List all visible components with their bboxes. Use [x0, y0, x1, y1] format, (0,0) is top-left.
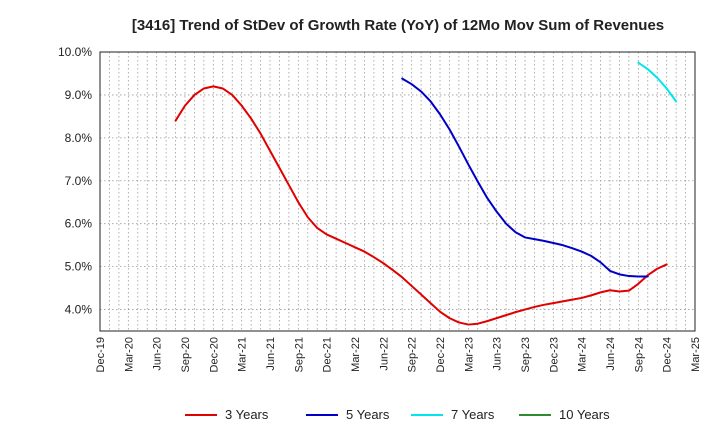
- x-tick-label: Jun-24: [605, 337, 617, 371]
- y-tick-label: 9.0%: [65, 88, 93, 102]
- legend-label: 3 Years: [225, 407, 269, 422]
- x-tick-label: Sep-21: [293, 337, 305, 372]
- grid-layer: [100, 52, 695, 331]
- plot-frame: [99, 51, 696, 332]
- legend-item-10-years: 10 Years: [519, 407, 610, 422]
- x-tick-label: Mar-21: [237, 337, 249, 372]
- series-line-7-years: [637, 61, 678, 103]
- legend-item-7-years: 7 Years: [411, 407, 495, 422]
- chart-title: [3416] Trend of StDev of Growth Rate (Yo…: [132, 17, 664, 34]
- y-axis: 4.0% 5.0% 6.0% 7.0% 8.0% 9.0% 10.0%: [58, 45, 92, 317]
- x-tick-label: Sep-20: [180, 337, 192, 372]
- x-tick-label: Mar-22: [350, 337, 362, 372]
- x-tick-label: Dec-23: [548, 337, 560, 372]
- x-tick-label: Sep-23: [520, 337, 532, 372]
- y-tick-label: 5.0%: [65, 260, 93, 274]
- legend-label: 5 Years: [346, 407, 390, 422]
- x-tick-label: Mar-23: [463, 337, 475, 372]
- legend-item-5-years: 5 Years: [306, 407, 390, 422]
- x-tick-label: Jun-20: [152, 337, 164, 371]
- legend-label: 7 Years: [451, 407, 495, 422]
- x-tick-label: Dec-22: [435, 337, 447, 372]
- x-tick-label: Dec-21: [322, 337, 334, 372]
- x-tick-label: Mar-20: [123, 337, 135, 372]
- series-layer: [174, 61, 678, 326]
- legend-item-3-years: 3 Years: [185, 407, 269, 422]
- x-tick-label: Dec-20: [208, 337, 220, 372]
- legend: 3 Years 5 Years 7 Years 10 Years: [185, 407, 610, 422]
- y-tick-label: 6.0%: [65, 217, 93, 231]
- y-tick-label: 7.0%: [65, 174, 93, 188]
- y-tick-label: 8.0%: [65, 131, 93, 145]
- x-tick-label: Mar-24: [577, 337, 589, 372]
- x-tick-label: Mar-25: [690, 337, 702, 372]
- series-line-3-years: [174, 85, 668, 326]
- y-tick-label: 10.0%: [58, 45, 92, 59]
- x-tick-label: Sep-22: [407, 337, 419, 372]
- x-axis: Dec-19 Mar-20 Jun-20 Sep-20 Dec-20 Mar-21 Jun-…: [95, 337, 702, 372]
- x-tick-label: Jun-22: [378, 337, 390, 371]
- x-tick-label: Dec-19: [95, 337, 107, 372]
- x-tick-label: Jun-23: [492, 337, 504, 371]
- series-line-5-years: [401, 77, 649, 278]
- x-tick-label: Jun-21: [265, 337, 277, 371]
- x-tick-label: Sep-24: [633, 337, 645, 372]
- x-tick-label: Dec-24: [662, 337, 674, 372]
- y-tick-label: 4.0%: [65, 303, 93, 317]
- legend-label: 10 Years: [559, 407, 610, 422]
